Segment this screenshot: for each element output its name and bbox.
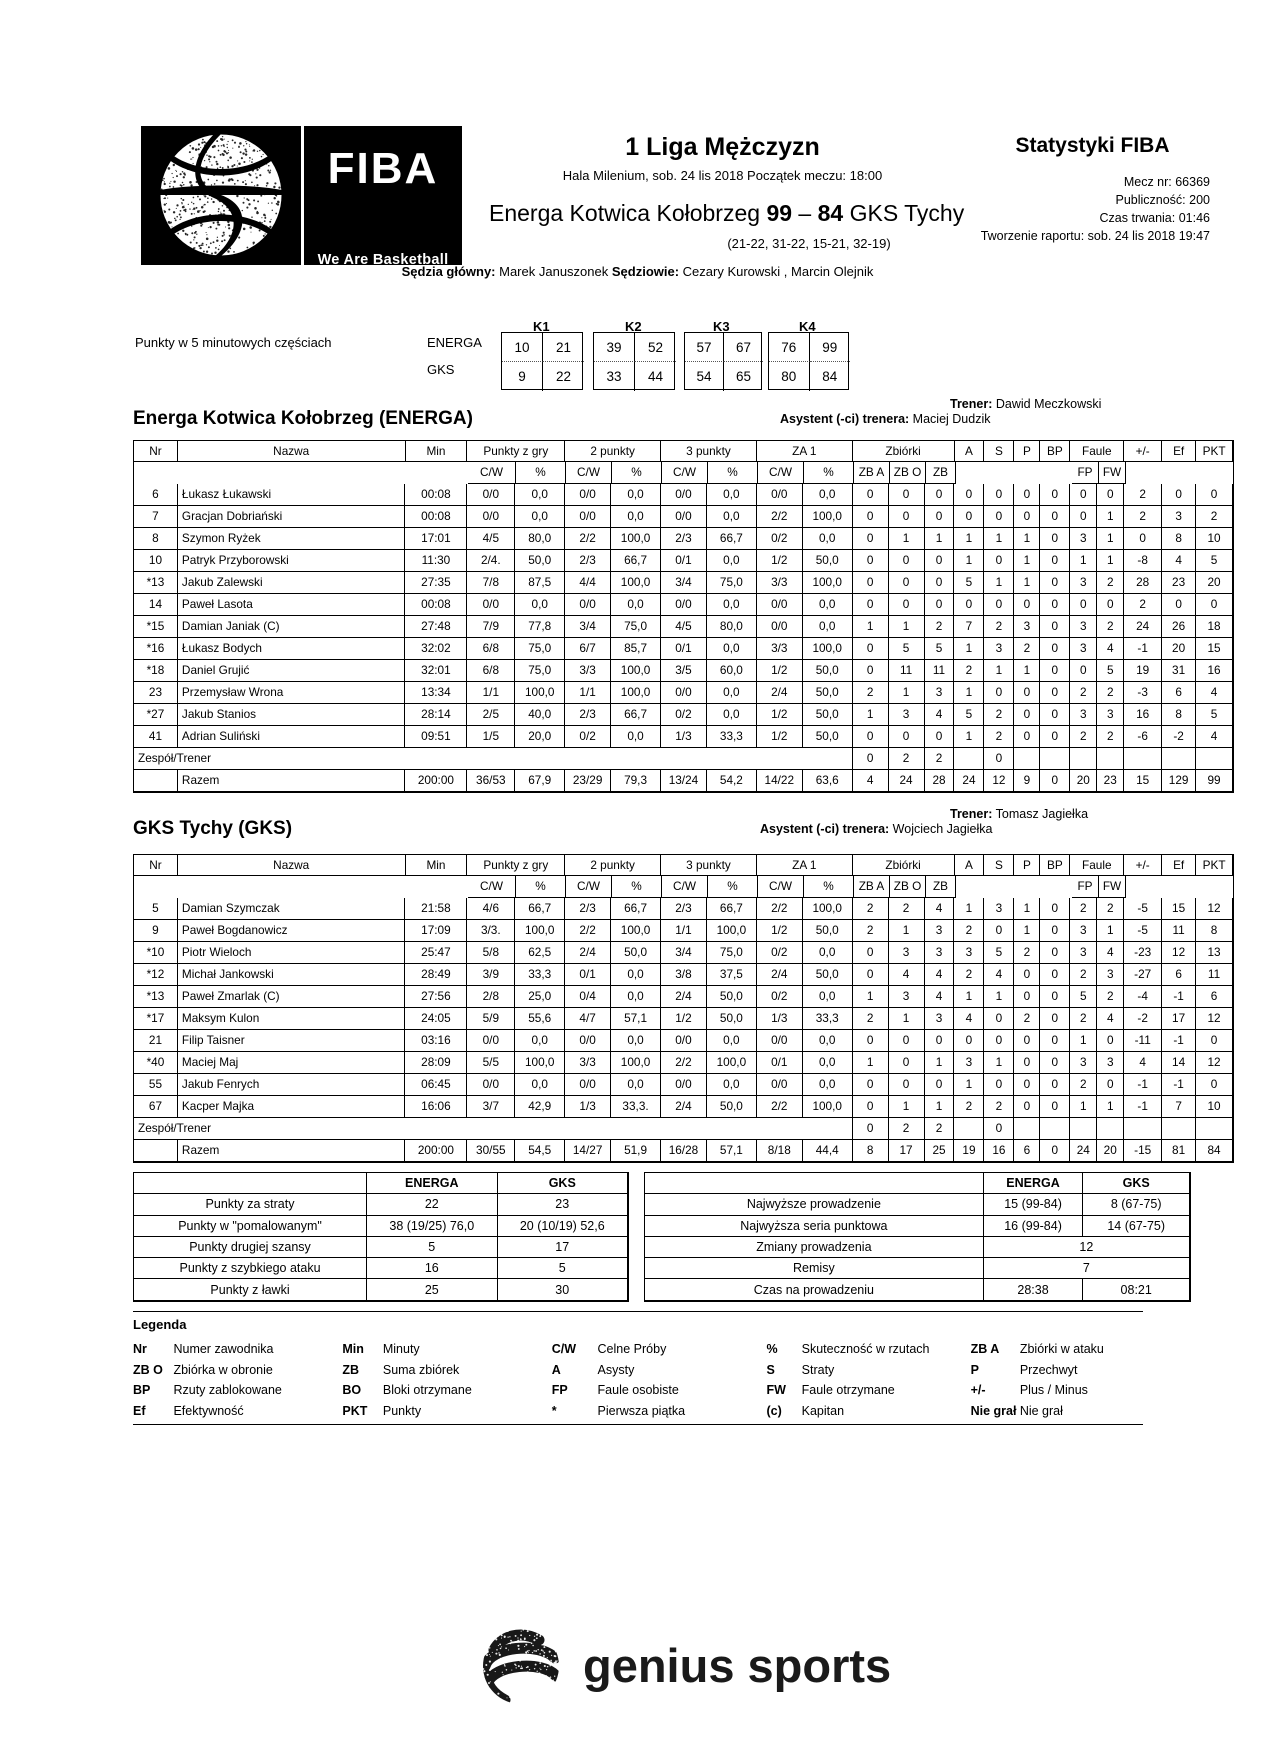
- svg-text:genius sports: genius sports: [583, 1639, 891, 1692]
